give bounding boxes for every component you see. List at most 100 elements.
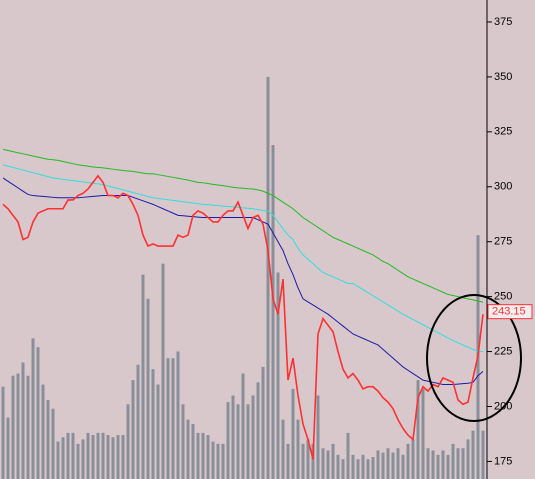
- volume-bar: [451, 443, 455, 479]
- volume-bar: [326, 450, 330, 479]
- volume-bar: [351, 454, 355, 479]
- volume-bar: [41, 384, 45, 479]
- volume-bar: [366, 459, 370, 479]
- volume-bar: [186, 419, 190, 479]
- volume-bar: [91, 435, 95, 479]
- volume-bar: [226, 402, 230, 479]
- volume-bar: [56, 441, 60, 479]
- volume-bar: [31, 338, 35, 479]
- series-line: [2, 174, 484, 460]
- volume-bar: [241, 373, 245, 479]
- volume-bar: [411, 439, 415, 479]
- volume-bar: [336, 454, 340, 479]
- volume-bar: [361, 454, 365, 479]
- volume-bar: [1, 386, 5, 479]
- volume-bar: [421, 388, 425, 479]
- volume-bar: [216, 443, 220, 479]
- volume-bar: [151, 369, 155, 479]
- volume-bar: [76, 443, 80, 479]
- volume-bar: [171, 358, 175, 479]
- volume-bar: [341, 459, 345, 479]
- volume-bar: [111, 437, 115, 479]
- volume-bar: [101, 432, 105, 479]
- volume-bar: [36, 347, 40, 479]
- y-tick-label: 375: [494, 16, 512, 28]
- volume-bar: [456, 448, 460, 479]
- volume-bar: [281, 419, 285, 479]
- plot: [1, 76, 485, 479]
- volume-bar: [296, 419, 300, 479]
- volume-bar: [11, 375, 15, 479]
- volume-bar: [61, 437, 65, 479]
- volume-bar: [46, 399, 50, 479]
- volume-bar: [156, 384, 160, 479]
- series-line: [2, 164, 483, 353]
- volume-bar: [161, 263, 165, 479]
- volume-bar: [166, 358, 170, 479]
- volume-bar: [141, 274, 145, 479]
- volume-bar: [371, 457, 375, 479]
- y-tick-label: 300: [494, 181, 512, 193]
- volume-bar: [306, 439, 310, 479]
- volume-bar: [206, 435, 210, 479]
- volume-bar: [106, 435, 110, 479]
- volume-bar: [431, 450, 435, 479]
- volume-bar: [246, 404, 250, 479]
- volume-bar: [356, 459, 360, 479]
- volume-bar: [201, 432, 205, 479]
- volume-bar: [81, 439, 85, 479]
- volume-bar: [126, 404, 130, 479]
- volume-bar: [146, 298, 150, 479]
- volume-bar: [116, 435, 120, 479]
- volume-bar: [346, 432, 350, 479]
- volume-bar: [331, 443, 335, 479]
- volume-bar: [211, 441, 215, 479]
- y-tick-label: 325: [494, 126, 512, 138]
- volume-bar: [376, 450, 380, 479]
- volume-bar: [71, 432, 75, 479]
- volume-bar: [136, 364, 140, 479]
- y-tick-label: 175: [494, 455, 512, 467]
- volume-bar: [416, 380, 420, 479]
- volume-bar: [401, 454, 405, 479]
- volume-bar: [16, 373, 20, 479]
- volume-bar: [196, 432, 200, 479]
- y-tick-label: 350: [494, 71, 512, 83]
- volume-bar: [441, 450, 445, 479]
- volume-bar: [121, 435, 125, 479]
- volume-bar: [471, 430, 475, 479]
- volume-bar: [231, 395, 235, 479]
- volume-bar: [461, 448, 465, 479]
- volume-bar: [66, 432, 70, 479]
- y-tick-label: 250: [494, 291, 512, 303]
- volume-bar: [436, 454, 440, 479]
- volume-bar: [181, 404, 185, 479]
- volume-bar: [51, 408, 55, 479]
- volume-bar: [316, 395, 320, 479]
- volume-bar: [26, 375, 30, 479]
- volume-bar: [131, 380, 135, 479]
- volume-bar: [261, 366, 265, 479]
- volume-bar: [176, 351, 180, 479]
- volume-bar: [466, 439, 470, 479]
- volume-bar: [191, 424, 195, 479]
- series-line: [2, 148, 484, 303]
- volume-bar: [86, 432, 90, 479]
- volume-bar: [481, 430, 485, 479]
- volume-bar: [266, 76, 270, 479]
- volume-bar: [321, 448, 325, 479]
- volume-bar: [426, 448, 430, 479]
- volume-bar: [286, 443, 290, 479]
- volume-bar: [311, 443, 315, 479]
- volume-bar: [236, 404, 240, 479]
- volume-bar: [406, 443, 410, 479]
- y-tick-label: 225: [494, 345, 512, 357]
- volume-bar: [396, 448, 400, 479]
- last-value-box: [487, 304, 533, 320]
- volume-bar: [446, 454, 450, 479]
- volume-bar: [271, 145, 275, 479]
- highlight-ellipse: [426, 294, 522, 422]
- volume-bar: [386, 448, 390, 479]
- volume-bar: [256, 382, 260, 479]
